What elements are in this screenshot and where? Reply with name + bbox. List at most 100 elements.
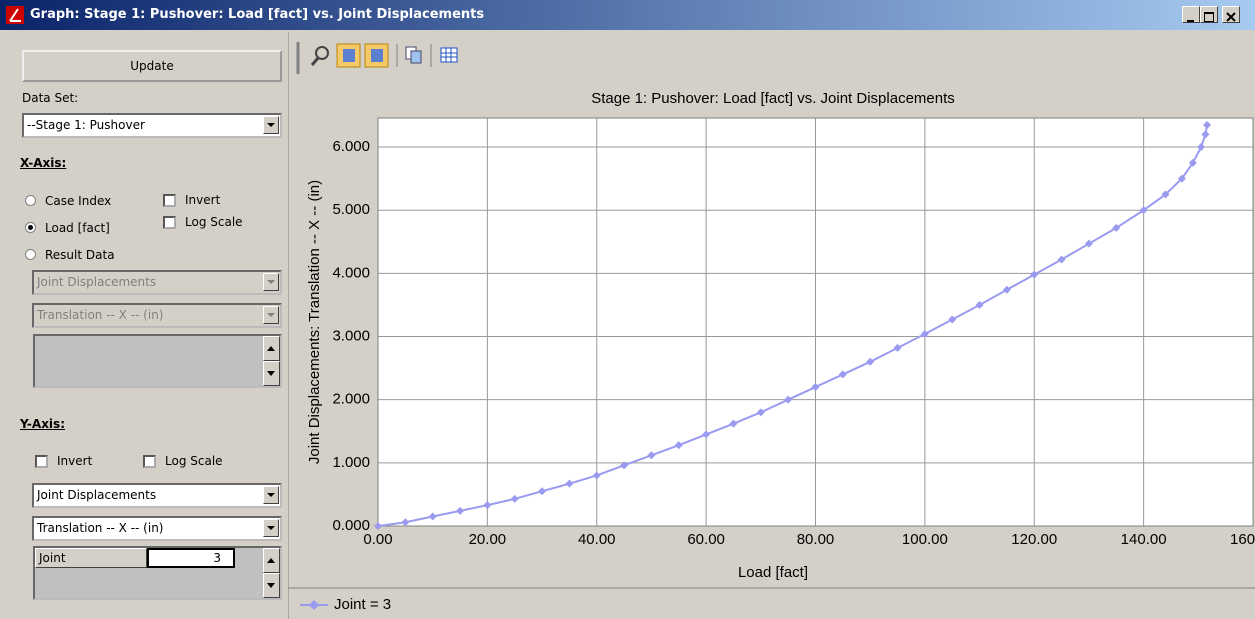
y-axis-heading: Y-Axis: (20, 417, 65, 431)
data-point (565, 479, 574, 488)
data-point (1201, 130, 1210, 139)
y-component-dropdown[interactable]: Translation -- X -- (in) (32, 516, 282, 541)
dropdown-text: Joint Displacements (37, 488, 157, 502)
x-tick-label: 60.00 (687, 531, 725, 548)
data-point (1084, 239, 1093, 248)
x-log-checkbox[interactable] (163, 216, 176, 229)
legend-marker (309, 600, 319, 610)
data-point (866, 357, 875, 366)
data-point (784, 395, 793, 404)
x-tick-label: 80.00 (797, 531, 835, 548)
y-result-dropdown[interactable]: Joint Displacements (32, 483, 282, 508)
scroll-down[interactable] (263, 361, 280, 386)
app-icon (6, 6, 24, 24)
radio-button[interactable] (25, 195, 36, 206)
data-point (1057, 255, 1066, 264)
dropdown-arrow (263, 519, 279, 537)
scroll-up[interactable] (263, 548, 280, 573)
x-result-dropdown: Joint Displacements (32, 270, 282, 295)
radio-label: Case Index (45, 194, 112, 208)
x-axis-label: Load [fact] (738, 564, 808, 581)
maximize-button[interactable] (1200, 6, 1218, 23)
dropdown-arrow (263, 273, 279, 291)
zoom-tool[interactable] (310, 46, 329, 66)
data-point (620, 461, 629, 470)
legend-label: Joint = 3 (334, 596, 391, 613)
title-bar: Graph: Stage 1: Pushover: Load [fact] vs… (0, 0, 1255, 30)
data-point (975, 300, 984, 309)
x-tick-label: 140.00 (1121, 531, 1167, 548)
minimize-button[interactable] (1182, 6, 1200, 23)
x-tick-label: 0.00 (363, 531, 392, 548)
data-point (483, 501, 492, 510)
data-point (1197, 143, 1206, 152)
data-point (1112, 223, 1121, 232)
data-point (756, 408, 765, 417)
x-tick-label: 40.00 (578, 531, 616, 548)
x-invert-checkbox[interactable] (163, 194, 176, 207)
y-invert-label: Invert (57, 454, 93, 468)
data-point (374, 522, 382, 530)
item-value[interactable]: 3 (147, 548, 235, 568)
copy-tool[interactable] (405, 46, 422, 64)
data-point (1139, 206, 1148, 215)
data-point (1002, 285, 1011, 294)
radio-button[interactable] (25, 249, 36, 260)
y-tick-label: 5.000 (332, 201, 370, 218)
x-tick-label: 100.00 (902, 531, 948, 548)
y-log-label: Log Scale (165, 454, 223, 468)
data-set-dropdown[interactable]: --Stage 1: Pushover (22, 113, 282, 138)
y-item-grid: Joint 3 (33, 546, 282, 600)
dropdown-text: Translation -- X -- (in) (37, 308, 164, 322)
toolbar-icon (343, 49, 355, 62)
x-log-label: Log Scale (185, 215, 243, 229)
y-tick-label: 0.000 (332, 517, 370, 534)
x-tick-label: 20.00 (469, 531, 507, 548)
data-point (1188, 158, 1197, 167)
data-point (1030, 270, 1039, 279)
chart-title: Stage 1: Pushover: Load [fact] vs. Joint… (591, 90, 955, 107)
y-log-checkbox[interactable] (143, 455, 156, 468)
data-point (538, 487, 547, 496)
y-tick-label: 6.000 (332, 138, 370, 155)
dropdown-text: --Stage 1: Pushover (27, 118, 145, 132)
dropdown-arrow (263, 116, 279, 134)
x-tick-label: 120.00 (1011, 531, 1057, 548)
window-title: Graph: Stage 1: Pushover: Load [fact] vs… (30, 7, 485, 22)
x-tick-label: 160.00 (1230, 531, 1255, 548)
data-point (1161, 190, 1170, 199)
radio-button[interactable] (25, 222, 36, 233)
data-point (428, 512, 437, 521)
dropdown-text: Translation -- X -- (in) (37, 521, 164, 535)
y-invert-checkbox[interactable] (35, 455, 48, 468)
x-list-box (33, 334, 282, 388)
plot-border (377, 117, 1254, 527)
data-point (1203, 120, 1212, 129)
data-point (920, 330, 929, 338)
data-point (647, 451, 656, 460)
close-button[interactable] (1222, 6, 1240, 23)
scroll-up[interactable] (263, 336, 280, 361)
y-axis-label: Joint Displacements: Translation -- X --… (306, 180, 323, 464)
update-button[interactable]: Update (22, 50, 282, 82)
data-point (510, 494, 519, 503)
y-tick-label: 2.000 (332, 391, 370, 408)
y-tick-label: 4.000 (332, 264, 370, 281)
data-point (401, 518, 410, 527)
radio-dot (28, 225, 33, 230)
data-point (838, 370, 847, 379)
x-component-dropdown: Translation -- X -- (in) (32, 303, 282, 328)
data-point (893, 343, 902, 352)
item-label: Joint (35, 548, 147, 568)
dropdown-text: Joint Displacements (37, 275, 157, 289)
scroll-down[interactable] (263, 573, 280, 598)
toolbar (296, 42, 458, 74)
data-point (1177, 174, 1186, 183)
y-tick-label: 1.000 (332, 454, 370, 471)
table-tool[interactable] (440, 47, 458, 63)
data-point (592, 471, 601, 480)
data-set-label: Data Set: (22, 91, 79, 105)
data-point (674, 441, 683, 450)
x-invert-label: Invert (185, 193, 221, 207)
